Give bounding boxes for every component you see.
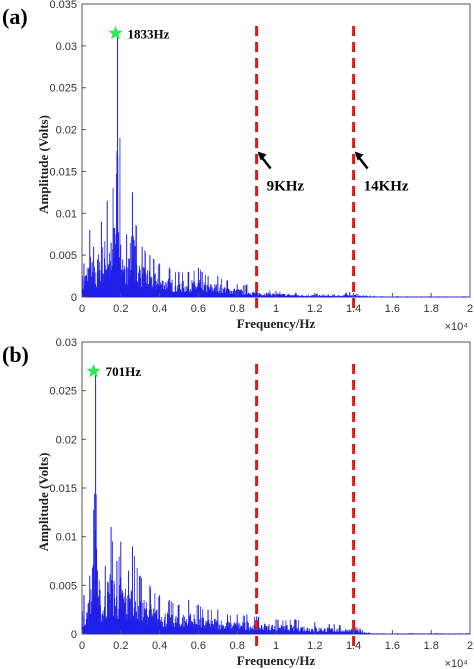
y-tick-label: 0.01 [56, 208, 77, 220]
x-tick-label: 2 [467, 640, 473, 652]
x-tick-label: 1 [273, 640, 279, 652]
y-tick-label: 0.015 [49, 166, 77, 178]
marker-arrowhead [354, 151, 364, 161]
x-tick-label: 0.6 [191, 303, 206, 315]
x-tick-label: 1.4 [346, 640, 361, 652]
x-axis-label: Frequency/Hz [237, 653, 316, 668]
y-tick-label: 0 [71, 292, 77, 304]
y-axis-label: Amplitude (Volts) [36, 115, 51, 214]
marker-arrowhead [257, 151, 267, 161]
plot-frame [81, 3, 471, 298]
x-tick-label: 0.8 [230, 303, 245, 315]
x-tick-label: 2 [467, 303, 473, 315]
x-tick-label: 0 [79, 640, 85, 652]
x-tick-label: 0.2 [113, 640, 128, 652]
x-tick-label: 0.4 [152, 640, 167, 652]
x-tick-label: 1 [273, 303, 279, 315]
y-tick-label: 0.03 [56, 41, 77, 53]
x-multiplier-label: ×10⁴ [445, 658, 469, 669]
peak-label: 701Hz [106, 364, 142, 379]
y-tick-label: 0.005 [49, 250, 77, 262]
panel-label: (b) [2, 342, 29, 367]
peak-label: 1833Hz [128, 26, 170, 41]
y-tick-label: 0.035 [49, 0, 77, 11]
y-tick-label: 0.025 [49, 386, 77, 398]
y-tick-label: 0.015 [49, 483, 77, 495]
x-tick-label: 1.8 [424, 640, 439, 652]
y-tick-label: 0.025 [49, 83, 77, 95]
y-axis-label: Amplitude (Volts) [36, 453, 51, 552]
x-tick-label: 0.4 [152, 303, 167, 315]
chart-panel-a: 9KHz 14KHz 1833Hz 0 0.2 0.4 0.6 0.8 1 1.2 1.4 1.6 1.… [2, 0, 473, 333]
y-tick-label: 0.03 [56, 337, 77, 349]
x-tick-label: 1.6 [385, 640, 400, 652]
x-tick-label: 1.6 [385, 303, 400, 315]
spectrum-line [81, 137, 471, 298]
panel-label: (a) [2, 4, 28, 29]
y-tick-label: 0.005 [49, 580, 77, 592]
marker-label: 9KHz [267, 179, 305, 195]
x-multiplier-label: ×10⁴ [445, 321, 469, 333]
x-tick-label: 1.8 [424, 303, 439, 315]
x-tick-label: 0 [79, 303, 85, 315]
y-tick-label: 0.02 [56, 125, 77, 137]
x-tick-label: 1.4 [346, 303, 361, 315]
marker-label: 14KHz [364, 179, 409, 195]
y-tick-label: 0 [71, 629, 77, 641]
chart-panel-b: 701Hz 0 0.2 0.4 0.6 0.8 1 1.2 1.4 1.6 1.8 2 0 0.005 0.… [2, 337, 473, 669]
x-tick-label: 1.2 [307, 303, 322, 315]
x-tick-label: 0.8 [230, 640, 245, 652]
x-tick-label: 1.2 [307, 640, 322, 652]
x-axis-label: Frequency/Hz [237, 316, 316, 331]
y-tick-label: 0.02 [56, 434, 77, 446]
x-tick-label: 0.2 [113, 303, 128, 315]
peak-star-icon [86, 363, 101, 378]
peak-star-icon [108, 25, 123, 40]
y-tick-label: 0.01 [56, 532, 77, 544]
x-tick-label: 0.6 [191, 640, 206, 652]
